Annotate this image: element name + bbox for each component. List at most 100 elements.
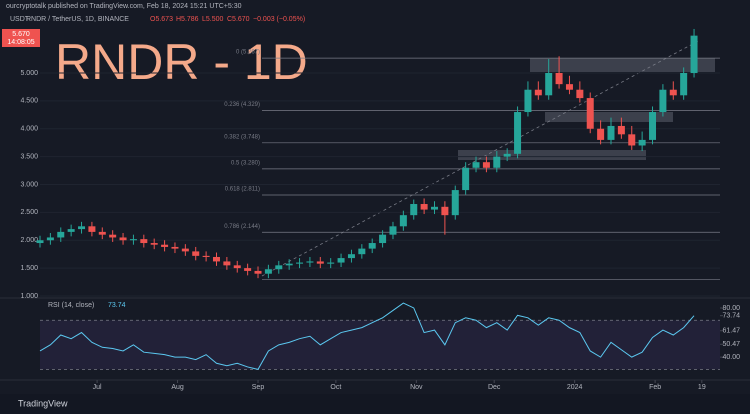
candle-body (275, 265, 283, 270)
ohlc-high: H5.786 (176, 16, 199, 23)
candle-body (431, 206, 439, 210)
candle-body (690, 35, 698, 73)
x-tick-label: Jul (93, 384, 102, 391)
x-tick-label: Sep (252, 384, 265, 391)
candle-body (171, 246, 179, 249)
fib-label: 0.786 (2.144) (224, 224, 260, 230)
candle-body (119, 237, 127, 241)
candle-body (389, 226, 397, 235)
zone (458, 150, 646, 160)
fib-label: 0.5 (3.280) (231, 160, 260, 166)
candle-body (347, 254, 355, 259)
candle-body (337, 258, 345, 263)
candle-body (254, 270, 262, 274)
candle-body (669, 89, 677, 96)
candle-body (202, 255, 210, 257)
candle-body (576, 89, 584, 99)
candle-body (493, 156, 501, 168)
candle-body (150, 243, 158, 245)
ohlc-close: C5.670 (227, 16, 250, 23)
candle-body (524, 89, 532, 113)
last-price: 5.670 (12, 31, 30, 38)
candle-body (264, 269, 272, 274)
candle-body (212, 256, 220, 262)
currency: USDT (10, 16, 30, 23)
y-tick-label: 61.47 (722, 328, 740, 335)
ohlc-change: −0.003 (−0.05%) (253, 16, 305, 23)
trend-line (261, 39, 701, 277)
candle-body (534, 89, 542, 96)
candle-body (617, 125, 625, 135)
candle-body (129, 239, 137, 241)
candle-body (296, 262, 304, 264)
y-tick-label: 1.000 (20, 293, 38, 300)
y-tick-label: 73.74 (722, 313, 740, 320)
candle-body (503, 153, 511, 157)
candle-body (67, 229, 75, 232)
y-tick-label: 50.47 (722, 341, 740, 348)
y-tick-label: 40.00 (722, 354, 740, 361)
y-tick-label: 5.000 (20, 70, 38, 77)
zone (545, 112, 673, 122)
fib-label: 0.618 (2.811) (225, 187, 260, 193)
candle-body (659, 89, 667, 113)
y-tick-label: 3.000 (20, 181, 38, 188)
candle-body (420, 204, 428, 210)
candle-body (472, 162, 480, 168)
candle-body (462, 167, 470, 191)
fib-label: 0 (5.267) (236, 50, 260, 56)
candle-body (649, 112, 657, 140)
countdown: 14:08:05 (7, 39, 34, 46)
x-tick-label: 19 (698, 384, 706, 391)
candle-body (233, 265, 241, 269)
y-tick-label: 3.500 (20, 153, 38, 160)
candle-body (410, 204, 418, 216)
candle-body (181, 248, 189, 252)
candle-body (368, 243, 376, 249)
symbol: RNDR / TetherUS, 1D, BINANCE (26, 16, 129, 23)
price-tag (2, 29, 40, 47)
candle-body (628, 134, 636, 146)
ohlc-low: L5.500 (202, 16, 224, 23)
candle-body (399, 215, 407, 227)
candle-body (306, 261, 314, 263)
candle-body (244, 268, 252, 271)
zone (530, 58, 715, 72)
candle-body (109, 234, 117, 238)
rsi-title: RSI (14, close) (48, 302, 94, 309)
candle-body (441, 206, 449, 216)
candle-body (36, 240, 44, 244)
candle-body (358, 248, 366, 255)
brand: TradingView (18, 398, 68, 408)
candle-body (161, 244, 169, 247)
y-tick-label: 2.500 (20, 209, 38, 216)
x-tick-label: Nov (410, 384, 423, 391)
published: ourcryptotalk published on TradingView.c… (6, 3, 242, 10)
y-tick-label: 80.00 (722, 305, 740, 312)
x-tick-label: Oct (330, 384, 341, 391)
y-tick-label: 4.500 (20, 98, 38, 105)
candle-body (327, 262, 335, 264)
fib-label: 0.382 (3.748) (224, 134, 260, 140)
rsi-band (40, 320, 720, 370)
x-tick-label: Feb (649, 384, 661, 391)
candle-body (316, 261, 324, 264)
ohlc-open: O5.673 (150, 16, 173, 23)
candle-body (223, 261, 231, 266)
candle-body (78, 226, 86, 230)
y-tick-label: 1.500 (20, 265, 38, 272)
x-tick-label: 2024 (567, 384, 583, 391)
x-tick-label: Dec (488, 384, 501, 391)
rsi-value: 73.74 (108, 302, 126, 309)
x-tick-label: Aug (171, 384, 184, 391)
candle-body (586, 98, 594, 129)
candle-body (285, 263, 293, 266)
candle-body (555, 73, 563, 85)
candle-body (482, 162, 490, 168)
candle-body (565, 84, 573, 90)
candle-body (607, 125, 615, 140)
candle-body (514, 112, 522, 154)
candle-body (451, 190, 459, 216)
